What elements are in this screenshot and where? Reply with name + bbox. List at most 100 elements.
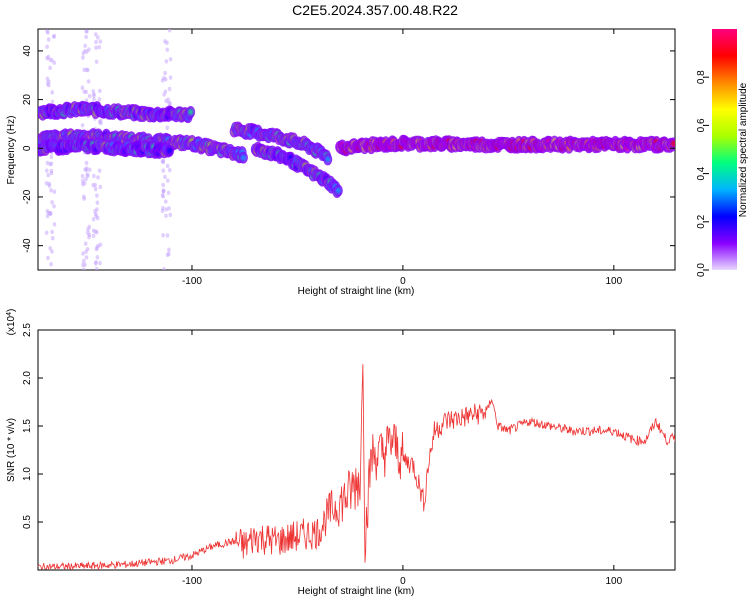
spectrogram-speckle [97,97,102,102]
spectrogram-speckle [46,172,51,178]
top-x-tick-label: -100 [182,276,202,287]
spectrogram-speckle [50,58,54,63]
bottom-x-axis-label: Height of straight line (km) [298,586,415,597]
spectrogram-speckle [84,249,88,255]
spectrogram-speckle [48,65,52,71]
spectrogram-speckle [93,186,98,192]
top-x-ticks: -100 0 100 [182,29,623,287]
colorbar: 0.0 0.2 0.4 0.6 0.8 Normalized spectral ampl… [696,29,749,277]
spectrogram-speckle [98,260,102,266]
colorbar-tick-label: 0.6 [696,118,707,132]
spectrogram-speckle [83,167,87,172]
spectrogram-speckle [46,83,51,88]
spectrogram-speckle [50,99,55,105]
spectrogram-speckle [93,209,97,214]
top-y-ticks: -40 -20 0 20 40 [22,45,675,253]
spectrogram-speckle [165,47,170,53]
bottom-y-tick-label: 2.0 [22,371,33,385]
spectrogram-speckle [50,236,55,241]
spectrogram-speckle [85,67,90,73]
spectrogram-speckle [46,37,51,42]
spectrogram-speckle [50,229,54,235]
spectrogram-speckle [94,230,99,235]
spectrogram-speckle [50,200,54,205]
spectrogram-speckle [82,89,87,94]
spectrogram-speckle [87,224,92,230]
spectrogram-speckle [168,57,173,62]
spectrogram-speckle [95,215,100,221]
spectrogram-speckle [162,267,166,270]
spectrogram-speckle [44,230,49,235]
spectrogram-speckle [168,101,172,106]
spectrogram-speckle [45,168,49,173]
multiplier-exp: 4 [6,312,13,316]
spectrogram-speckle [93,32,98,37]
spectrogram-speckle [161,233,165,238]
spectrogram-speckle [164,213,168,219]
spectrogram-speckle [94,266,99,270]
spectrogram-cell [240,154,246,161]
spectrogram-speckle [165,125,170,130]
colorbar-tick-label: 0.8 [696,70,707,84]
colorbar-label: Normalized spectral amplitude [738,82,749,217]
bottom-x-ticks: -100 0 100 [182,330,623,587]
spectrogram-speckle [80,174,85,179]
spectrogram-speckle [47,181,51,187]
top-y-tick-label: -40 [22,238,33,253]
top-x-axis-label: Height of straight line (km) [298,286,415,297]
spectrogram-speckle [51,34,56,39]
spectrogram-speckle [87,47,91,52]
spectrogram-speckle [83,262,87,267]
bottom-y-tick-label: 2.5 [22,323,33,337]
spectrogram-speckle [92,93,96,98]
spectrogram-speckle [96,175,100,180]
spectrogram-cell [188,108,194,115]
spectrogram-speckle [94,260,98,265]
spectrogram-speckle [167,167,172,173]
snr-frame [37,329,676,571]
bottom-y-tick-label: 0.5 [22,515,33,529]
spectrogram-speckle [44,181,49,186]
spectrogram-speckle [167,86,172,92]
colorbar-tick-label: 0.2 [696,214,707,228]
spectrogram-speckle [49,161,54,166]
spectrogram-speckle [163,70,167,76]
spectrogram-speckle [50,90,55,95]
spectrogram-speckle [98,39,103,44]
spectrogram-speckle [96,243,100,249]
spectrogram-speckle [80,178,85,184]
spectrogram-speckle [165,163,170,169]
spectrogram-speckle [166,190,171,196]
spectrogram-speckle [50,249,54,254]
spectrogram-speckle [167,251,171,257]
spectrogram-speckle [80,85,85,90]
top-y-tick-label: 20 [22,94,33,106]
spectrogram-speckle [83,49,87,54]
spectrogram-speckle [96,35,100,40]
snr-series-line [38,364,675,570]
spectrogram-speckle [46,210,51,216]
spectrogram-speckle [94,45,98,50]
spectrogram-speckle [98,184,103,190]
spectrogram-speckle [91,217,96,222]
spectrogram-speckle [84,34,88,40]
multiplier-text: (x10 [6,315,17,335]
spectrogram-speckle [95,193,99,198]
spectrogram-speckle [82,67,87,73]
bottom-x-tick-label: 100 [605,576,622,587]
spectrogram-speckle [83,43,87,49]
colorbar-tick-label: 0.0 [696,263,707,277]
spectrogram-speckle [86,79,91,84]
spectrogram-speckle [45,29,49,34]
colorbar-gradient [712,29,737,270]
bottom-multiplier: (x104) [6,309,18,336]
bottom-x-tick-label: -100 [182,576,202,587]
spectrogram-speckle [81,251,85,256]
spectrogram-speckle [84,255,89,260]
spectrogram-speckle [84,160,89,166]
page-title: C2E5.2024.357.00.48.R22 [292,2,458,18]
spectrogram-cell [671,140,675,147]
spectrogram-speckle [87,234,91,240]
spectrogram-speckle [94,59,99,64]
spectrogram-speckle [81,267,86,270]
